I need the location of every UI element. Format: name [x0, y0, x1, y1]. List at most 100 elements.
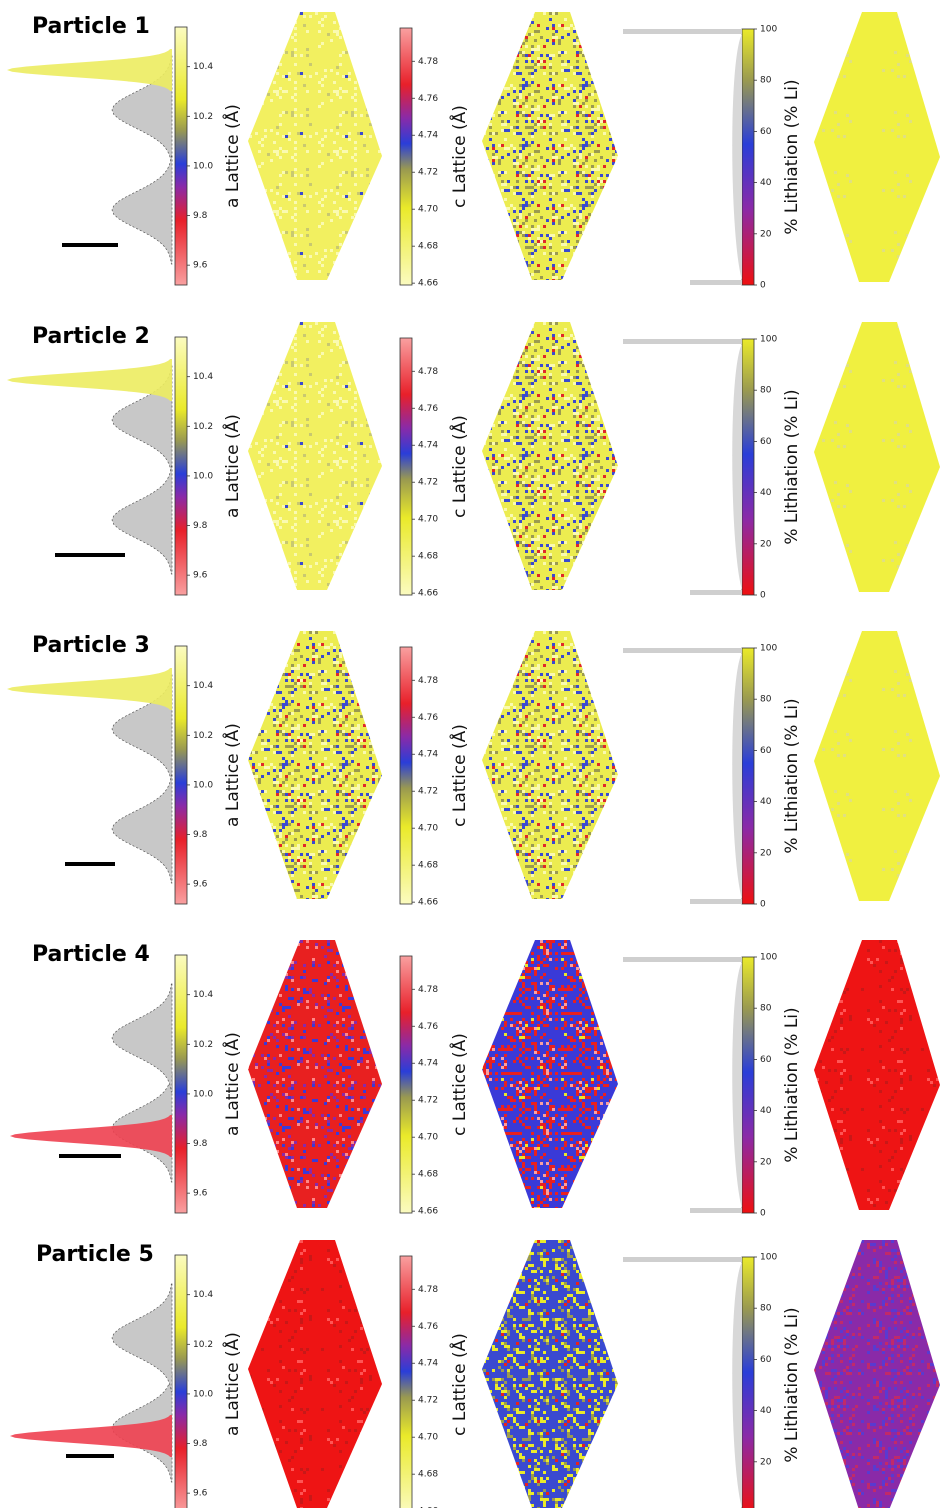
histogram	[690, 590, 742, 595]
histogram-peak	[7, 49, 172, 91]
colorbar-tick-label: 10.0	[193, 471, 213, 481]
histogram	[623, 648, 742, 653]
colorbar-label: % Lithiation (% Li)	[782, 389, 802, 544]
colorbar-tick-label: 40	[760, 178, 772, 188]
colorbar	[400, 1256, 412, 1508]
colorbar-tick-label: 4.76	[418, 1022, 438, 1032]
colorbar-tick-label: 10.2	[193, 1340, 213, 1350]
particle-title: Particle 1	[32, 14, 150, 39]
colorbar-tick-label: 10.2	[193, 731, 213, 741]
colorbar-tick-label: 4.70	[418, 205, 438, 215]
colorbar-tick-label: 4.68	[418, 861, 438, 871]
colorbar-tick-label: 40	[760, 1406, 772, 1416]
colorbar	[742, 957, 754, 1213]
particle-panel: Particle 59.69.810.010.210.4a Lattice (Å…	[10, 1240, 940, 1508]
colorbar-tick-label: 4.72	[418, 478, 438, 488]
colorbar-tick-label: 4.72	[418, 1396, 438, 1406]
colorbar-tick-label: 9.8	[193, 211, 208, 221]
colorbar-tick-label: 9.8	[193, 830, 208, 840]
colorbar-tick-label: 60	[760, 127, 772, 137]
colorbar-tick-label: 60	[760, 746, 772, 756]
colorbar-tick-label: 4.68	[418, 1170, 438, 1180]
histogram	[732, 344, 742, 590]
colorbar-tick-label: 10.0	[193, 161, 213, 171]
colorbar-tick-label: 9.6	[193, 261, 208, 271]
colorbar-tick-label: 4.72	[418, 787, 438, 797]
particle-title: Particle 4	[32, 942, 150, 967]
colorbar-tick-label: 60	[760, 437, 772, 447]
colorbar-tick-label: 4.66	[418, 898, 438, 908]
colorbar-tick-label: 80	[760, 695, 772, 705]
colorbar-tick-label: 4.66	[418, 1207, 438, 1217]
colorbar-label: a Lattice (Å)	[221, 1032, 243, 1136]
colorbar-tick-label: 4.74	[418, 750, 438, 760]
colorbar-label: c Lattice (Å)	[448, 724, 470, 827]
histogram	[732, 1262, 742, 1508]
colorbar-tick-label: 4.70	[418, 1133, 438, 1143]
particle-title: Particle 2	[32, 324, 150, 349]
colorbar-tick-label: 0	[760, 591, 766, 601]
colorbar-tick-label: 4.72	[418, 168, 438, 178]
lithiation-map	[814, 1240, 940, 1508]
lattice-map	[482, 631, 618, 899]
lattice-map	[248, 12, 382, 280]
colorbar-tick-label: 0	[760, 1209, 766, 1219]
colorbar	[742, 29, 754, 285]
lattice-map	[248, 631, 382, 899]
colorbar	[742, 648, 754, 904]
colorbar-tick-label: 100	[760, 25, 777, 35]
colorbar-tick-label: 60	[760, 1055, 772, 1065]
particle-panel: Particle 39.69.810.010.210.4a Lattice (Å…	[7, 631, 940, 910]
colorbar-tick-label: 10.2	[193, 422, 213, 432]
colorbar	[400, 338, 412, 595]
colorbar	[742, 339, 754, 595]
colorbar-label: c Lattice (Å)	[448, 105, 470, 208]
histogram	[112, 1284, 172, 1392]
colorbar-tick-label: 80	[760, 1004, 772, 1014]
colorbar-tick-label: 4.78	[418, 1285, 438, 1295]
histogram	[112, 466, 172, 574]
colorbar-tick-label: 10.4	[193, 990, 213, 1000]
colorbar-label: c Lattice (Å)	[448, 1033, 470, 1136]
colorbar	[400, 28, 412, 285]
colorbar-tick-label: 4.76	[418, 1322, 438, 1332]
colorbar-label: % Lithiation (% Li)	[782, 698, 802, 853]
lattice-map	[482, 940, 618, 1208]
colorbar-label: a Lattice (Å)	[221, 104, 243, 208]
colorbar	[175, 337, 187, 595]
colorbar-tick-label: 10.0	[193, 780, 213, 790]
particle-panel: Particle 29.69.810.010.210.4a Lattice (Å…	[7, 322, 940, 601]
colorbar-tick-label: 4.76	[418, 404, 438, 414]
histogram	[623, 29, 742, 34]
histogram	[732, 653, 742, 899]
colorbar-tick-label: 9.8	[193, 1439, 208, 1449]
figure: Particle 1 9.6 9.8 10.0 10.2 10.4 a Lattice (Å…	[0, 0, 943, 1508]
colorbar-label: c Lattice (Å)	[448, 1333, 470, 1436]
colorbar-tick-label: 80	[760, 386, 772, 396]
colorbar-tick-label: 80	[760, 1304, 772, 1314]
colorbar-tick-label: 20	[760, 848, 772, 858]
colorbar-tick-label: 10.4	[193, 1290, 213, 1300]
lithiation-map	[814, 631, 940, 901]
colorbar-tick-label: 4.70	[418, 515, 438, 525]
histogram	[690, 280, 742, 285]
colorbar-tick-label: 9.6	[193, 880, 208, 890]
histogram	[690, 1208, 742, 1213]
colorbar-tick-label: 4.78	[418, 985, 438, 995]
colorbar-tick-label: 4.76	[418, 94, 438, 104]
colorbar-label: a Lattice (Å)	[221, 414, 243, 518]
colorbar-label: % Lithiation (% Li)	[782, 79, 802, 234]
colorbar-tick-label: 4.72	[418, 1096, 438, 1106]
colorbar-tick-label: 20	[760, 539, 772, 549]
colorbar-tick-label: 100	[760, 644, 777, 654]
colorbar-tick-label: 0	[760, 900, 766, 910]
colorbar	[400, 647, 412, 904]
lattice-map	[482, 322, 618, 590]
colorbar	[175, 1255, 187, 1508]
colorbar-tick-label: 10.4	[193, 681, 213, 691]
histogram	[623, 339, 742, 344]
colorbar-tick-label: 4.78	[418, 367, 438, 377]
colorbar-tick-label: 4.66	[418, 589, 438, 599]
colorbar-tick-label: 4.74	[418, 1059, 438, 1069]
colorbar-tick-label: 100	[760, 1253, 777, 1263]
